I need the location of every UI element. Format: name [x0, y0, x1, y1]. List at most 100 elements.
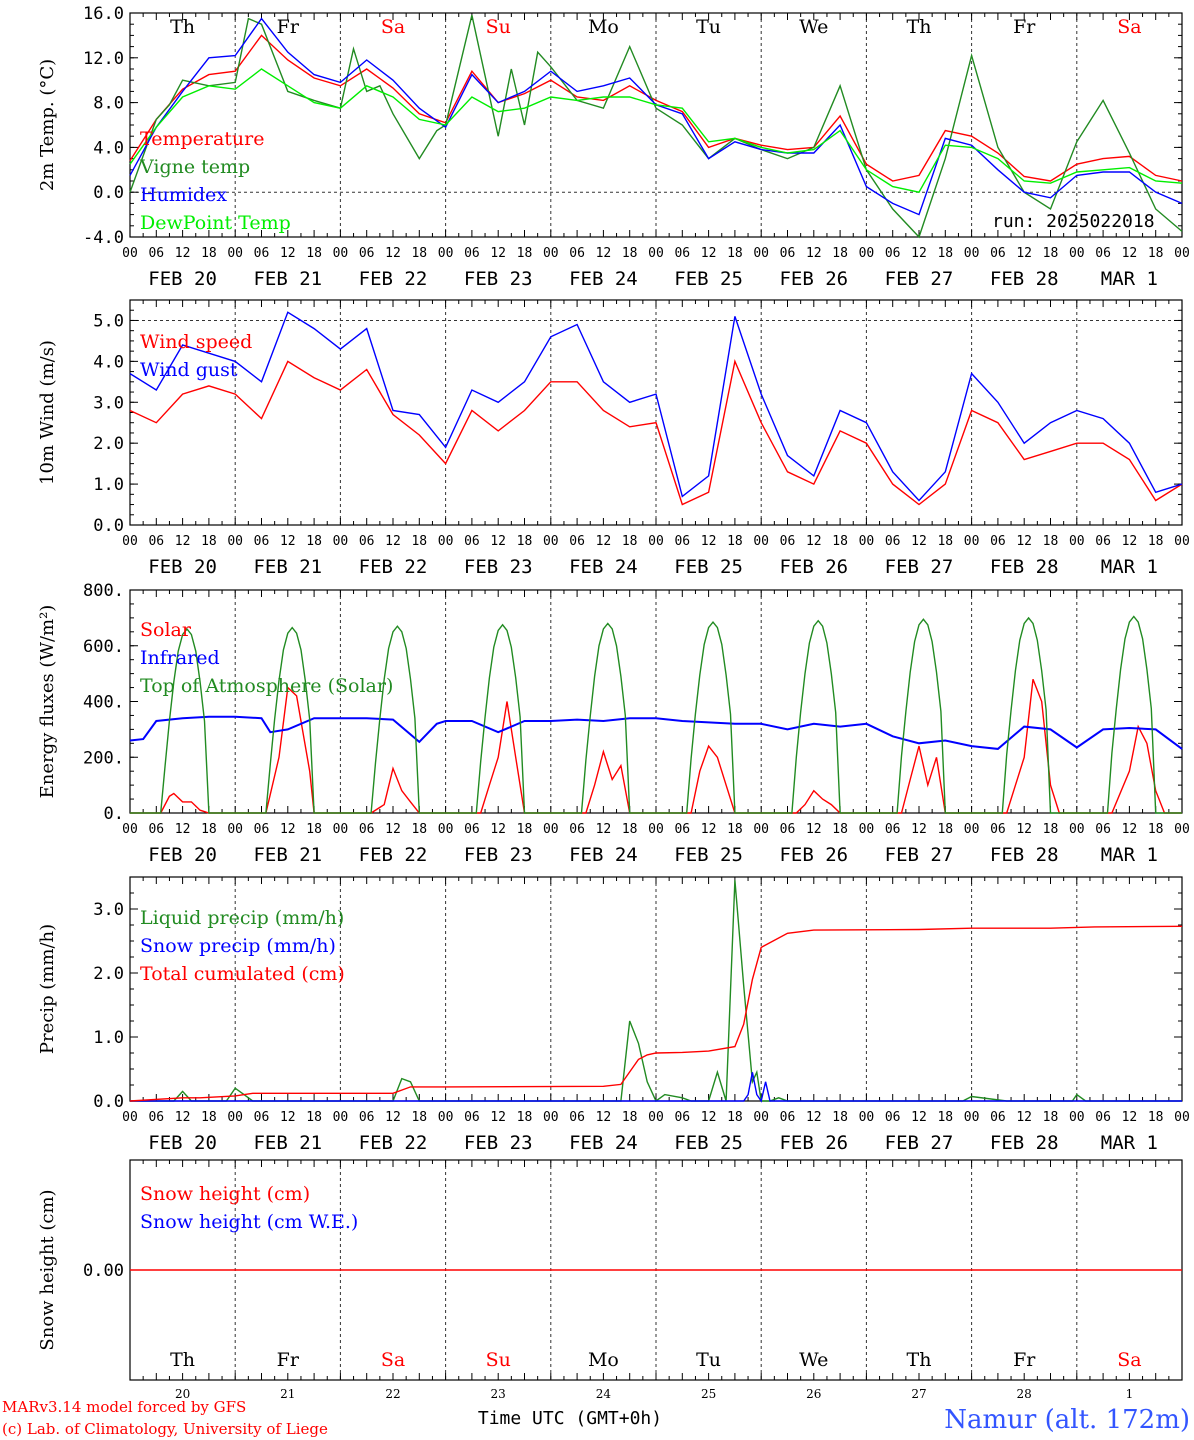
panel-temperature: -4.0 0.0 4.0 8.0 12.0 16.0 2m Temp. (°C) Temper… [37, 4, 1190, 290]
hour-tick-label: 06 [885, 246, 901, 261]
hour-tick-label: 12 [701, 534, 717, 549]
hour-tick-label: 06 [359, 822, 375, 837]
hour-tick-label: 06 [569, 1110, 585, 1125]
hour-tick-label: 18 [517, 822, 533, 837]
legend-entry: Snow precip (mm/h) [140, 935, 336, 957]
hour-tick-label: 12 [911, 1110, 927, 1125]
hour-tick-label: 18 [622, 1110, 638, 1125]
hour-tick-label: 18 [201, 534, 217, 549]
hour-tick-label: 12 [1122, 1110, 1138, 1125]
y-axis-label: Precip (mm/h) [37, 924, 58, 1054]
hour-tick-label: 06 [254, 822, 270, 837]
hour-tick-label: 18 [1043, 1110, 1059, 1125]
date-label: FEB 23 [464, 1132, 533, 1154]
y-tick-label: 0.00 [83, 1261, 124, 1281]
hour-tick-label: 12 [280, 246, 296, 261]
day-name-label: Mo [588, 1349, 619, 1371]
hour-tick-label: 18 [727, 1110, 743, 1125]
day-name-label: Th [907, 16, 932, 38]
hour-tick-label: 06 [148, 1110, 164, 1125]
hour-tick-label: 18 [201, 1110, 217, 1125]
hour-tick-label: 06 [464, 246, 480, 261]
hour-tick-label: 18 [517, 534, 533, 549]
day-name-label: Fr [1013, 1349, 1036, 1371]
hour-tick-label: 12 [806, 1110, 822, 1125]
hour-tick-label: 06 [780, 1110, 796, 1125]
y-axis-label: 2m Temp. (°C) [37, 59, 58, 191]
hour-tick-label: 00 [227, 246, 243, 261]
hour-tick-label: 18 [1148, 246, 1164, 261]
hour-tick-label: 12 [806, 534, 822, 549]
hour-tick-label: 00 [122, 534, 138, 549]
hour-tick-label: 12 [596, 1110, 612, 1125]
hour-tick-label: 06 [674, 534, 690, 549]
y-tick-label: 3.0 [93, 393, 124, 413]
run-label: run: 2025022018 [992, 211, 1155, 232]
date-label: FEB 26 [779, 844, 848, 866]
hour-tick-label: 06 [674, 822, 690, 837]
legend-entry: Temperature [140, 128, 264, 150]
date-label: FEB 27 [885, 556, 954, 578]
hour-tick-label: 00 [543, 1110, 559, 1125]
hour-tick-label: 00 [753, 822, 769, 837]
hour-tick-label: 00 [648, 822, 664, 837]
y-tick-label: 4.0 [93, 138, 124, 158]
series-line-wind-gust [129, 311, 1183, 502]
hour-tick-label: 12 [911, 822, 927, 837]
hour-tick-label: 12 [175, 534, 191, 549]
hour-tick-label: 06 [359, 246, 375, 261]
hour-tick-label: 06 [148, 534, 164, 549]
day-number-label: 20 [175, 1387, 190, 1401]
day-name-label: Th [170, 16, 195, 38]
hour-tick-label: 18 [201, 246, 217, 261]
hour-tick-label: 18 [937, 534, 953, 549]
hour-tick-label: 12 [701, 822, 717, 837]
y-tick-label: 5.0 [93, 311, 124, 331]
legend-entry: DewPoint Temp [140, 212, 291, 234]
y-tick-label: 1.0 [93, 1028, 124, 1048]
panel-energy: 0. 200. 400. 600. 800. Energy fluxes (W/m²) So… [37, 581, 1190, 866]
day-number-label: 25 [701, 1387, 716, 1401]
hour-tick-label: 06 [1095, 1110, 1111, 1125]
hour-tick-label: 00 [859, 1110, 875, 1125]
date-label: FEB 28 [990, 844, 1059, 866]
day-name-label: Th [907, 1349, 932, 1371]
legend-entry: Liquid precip (mm/h) [140, 907, 344, 929]
date-label: FEB 27 [885, 844, 954, 866]
hour-tick-label: 12 [1016, 246, 1032, 261]
hour-tick-label: 18 [1043, 534, 1059, 549]
hour-tick-label: 00 [1174, 1110, 1190, 1125]
hour-tick-label: 12 [1016, 1110, 1032, 1125]
hour-tick-label: 18 [937, 822, 953, 837]
hour-tick-label: 06 [885, 822, 901, 837]
date-label: FEB 23 [464, 268, 533, 290]
date-label: FEB 25 [674, 268, 743, 290]
day-name-label: Th [170, 1349, 195, 1371]
hour-tick-label: 12 [596, 534, 612, 549]
hour-tick-label: 12 [596, 246, 612, 261]
hour-tick-label: 18 [622, 822, 638, 837]
hour-tick-label: 12 [1016, 822, 1032, 837]
date-label: FEB 27 [885, 1132, 954, 1154]
hour-tick-label: 18 [411, 246, 427, 261]
location-label: Namur (alt. 172m) [944, 1405, 1190, 1435]
day-name-label: Fr [1013, 16, 1036, 38]
hour-tick-label: 18 [411, 1110, 427, 1125]
legend-entry: Solar [140, 619, 192, 641]
hour-tick-label: 18 [727, 534, 743, 549]
y-tick-label: 4.0 [93, 352, 124, 372]
day-number-label: 22 [385, 1387, 400, 1401]
day-name-label: Mo [588, 16, 619, 38]
date-label: FEB 25 [674, 844, 743, 866]
hour-tick-label: 12 [280, 534, 296, 549]
hour-tick-label: 00 [1069, 246, 1085, 261]
hour-tick-label: 00 [543, 534, 559, 549]
hour-tick-label: 18 [832, 246, 848, 261]
date-label: FEB 27 [885, 268, 954, 290]
panel-frame [129, 299, 1183, 526]
date-label: FEB 21 [253, 844, 322, 866]
y-tick-label: 0.0 [93, 1092, 124, 1112]
hour-tick-label: 06 [569, 822, 585, 837]
date-label: FEB 24 [569, 556, 638, 578]
date-label: FEB 20 [148, 268, 217, 290]
